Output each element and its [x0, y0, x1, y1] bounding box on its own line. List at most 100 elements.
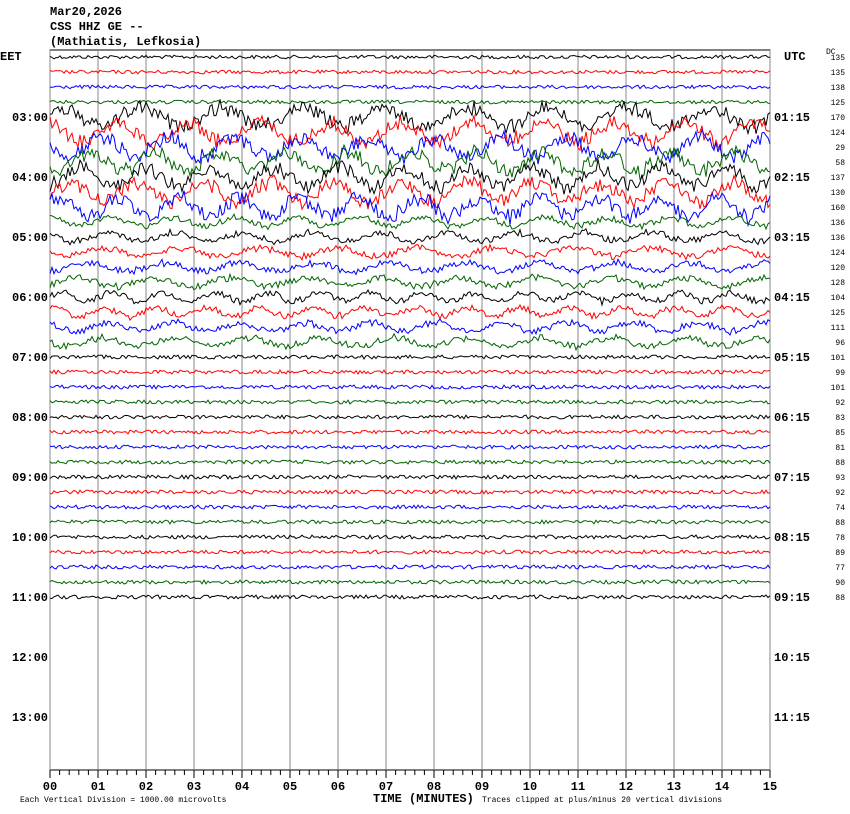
hour-label-left: 13:00: [12, 711, 48, 725]
x-axis-label: TIME (MINUTES): [373, 792, 474, 806]
dc-value: 101: [831, 384, 846, 393]
hour-label-left: 06:00: [12, 291, 48, 305]
hour-label-left: 08:00: [12, 411, 48, 425]
trace: [49, 354, 771, 360]
dc-value: 89: [835, 549, 845, 558]
x-tick-label: 04: [235, 780, 249, 794]
dc-value: 160: [831, 204, 846, 213]
hour-label-left: 12:00: [12, 651, 48, 665]
x-tick-label: 15: [763, 780, 777, 794]
dc-value: 88: [835, 459, 845, 468]
x-tick-label: 01: [91, 780, 105, 794]
trace: [49, 474, 771, 480]
trace: [49, 158, 771, 196]
trace: [49, 429, 770, 435]
trace: [49, 579, 771, 585]
dc-value: 138: [831, 84, 846, 93]
dc-value: 78: [835, 534, 845, 543]
dc-value: 74: [835, 504, 845, 513]
hour-label-right: 10:15: [774, 651, 810, 665]
x-tick-label: 09: [475, 780, 489, 794]
trace: [49, 213, 771, 231]
trace: [49, 564, 771, 570]
dc-value: 29: [835, 144, 845, 153]
trace: [49, 444, 771, 450]
trace: [49, 489, 771, 495]
x-tick-label: 10: [523, 780, 537, 794]
dc-value: 93: [835, 474, 845, 483]
dc-value: 77: [835, 564, 845, 573]
x-tick-label: 06: [331, 780, 345, 794]
right-zone: UTC: [784, 50, 806, 64]
hour-label-right: 06:15: [774, 411, 810, 425]
dc-value: 135: [831, 54, 846, 63]
trace: [49, 174, 771, 211]
x-tick-label: 13: [667, 780, 681, 794]
dc-value: 136: [831, 234, 846, 243]
trace: [49, 227, 771, 246]
trace: [49, 594, 771, 600]
dc-value: 120: [831, 264, 846, 273]
dc-value: 83: [835, 414, 845, 423]
x-tick-label: 12: [619, 780, 633, 794]
hour-label-right: 02:15: [774, 171, 810, 185]
hour-label-left: 09:00: [12, 471, 48, 485]
x-tick-label: 00: [43, 780, 57, 794]
hour-label-right: 07:15: [774, 471, 810, 485]
trace: [49, 384, 771, 390]
dc-header: DC: [826, 48, 836, 57]
left-zone: EET: [0, 50, 22, 64]
dc-value: 124: [831, 129, 846, 138]
hour-label-right: 09:15: [774, 591, 810, 605]
dc-value: 88: [835, 519, 845, 528]
x-tick-label: 02: [139, 780, 153, 794]
trace: [49, 190, 771, 228]
hour-label-left: 11:00: [12, 591, 48, 605]
dc-value: 104: [831, 294, 846, 303]
dc-value: 136: [831, 219, 846, 228]
x-tick-label: 05: [283, 780, 297, 794]
dc-value: 88: [835, 594, 845, 603]
title-line: Mar20,2026: [50, 5, 122, 19]
trace: [49, 549, 771, 555]
dc-value: 92: [835, 489, 845, 498]
trace: [49, 99, 771, 136]
dc-value: 124: [831, 249, 846, 258]
trace: [49, 414, 771, 420]
trace: [50, 84, 771, 90]
hour-label-left: 10:00: [12, 531, 48, 545]
dc-value: 125: [831, 99, 846, 108]
hour-label-left: 05:00: [12, 231, 48, 245]
x-tick-label: 08: [427, 780, 441, 794]
trace: [49, 399, 771, 405]
dc-value: 170: [831, 114, 846, 123]
dc-value: 135: [831, 69, 846, 78]
trace: [49, 69, 771, 75]
dc-value: 99: [835, 369, 845, 378]
title-line: CSS HHZ GE --: [50, 20, 144, 34]
dc-value: 101: [831, 354, 846, 363]
trace: [49, 242, 771, 261]
trace: [49, 318, 771, 336]
x-tick-label: 14: [715, 780, 729, 794]
trace: [49, 272, 771, 291]
hour-label-right: 01:15: [774, 111, 810, 125]
hour-label-left: 04:00: [12, 171, 48, 185]
trace: [49, 143, 771, 181]
dc-value: 90: [835, 579, 845, 588]
title-line: (Mathiatis, Lefkosia): [50, 35, 201, 49]
dc-value: 128: [831, 279, 846, 288]
trace: [49, 519, 771, 525]
dc-value: 58: [835, 159, 845, 168]
dc-value: 85: [835, 429, 845, 438]
trace: [49, 534, 771, 540]
trace: [49, 459, 771, 465]
hour-label-right: 04:15: [774, 291, 810, 305]
hour-label-right: 08:15: [774, 531, 810, 545]
x-tick-label: 03: [187, 780, 201, 794]
dc-value: 130: [831, 189, 846, 198]
dc-value: 137: [831, 174, 846, 183]
dc-value: 111: [831, 324, 846, 333]
hour-label-left: 03:00: [12, 111, 48, 125]
